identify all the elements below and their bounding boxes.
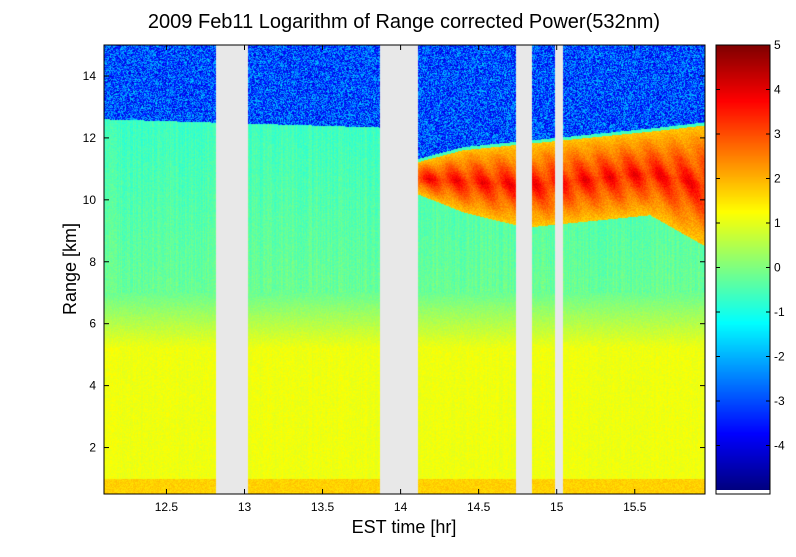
x-tick-label: 13 (238, 500, 252, 514)
colorbar-tick-label: -3 (774, 394, 785, 408)
colorbar-frame (715, 44, 771, 495)
colorbar-tick-label: 0 (774, 261, 781, 275)
colorbar-tick-label: -1 (774, 305, 785, 319)
y-tick-label: 6 (89, 317, 96, 331)
colorbar-tick-label: 2 (774, 172, 781, 186)
y-axis: 2 4 6 8 10 12 14 (83, 69, 705, 455)
x-tick-label: 15 (550, 500, 564, 514)
x-tick-label: 15.5 (623, 500, 647, 514)
x-tick-label: 14 (394, 500, 408, 514)
y-tick-label: 4 (89, 379, 96, 393)
x-axis: 12.5 13 13.5 14 14.5 15 15.5 (155, 45, 647, 514)
colorbar-tick-label: 4 (774, 83, 781, 97)
y-tick-label: 14 (83, 69, 97, 83)
plot-frame (103, 44, 706, 495)
colorbar-tick-label: -4 (774, 439, 785, 453)
y-axis-label: Range [km] (60, 223, 80, 315)
colorbar-gradient (716, 45, 770, 490)
heatmap-field (104, 45, 705, 494)
colorbar-tick-label: 1 (774, 216, 781, 230)
x-axis-label: EST time [hr] (352, 517, 457, 537)
x-tick-label: 13.5 (311, 500, 335, 514)
y-tick-label: 2 (89, 441, 96, 455)
heatmap-canvas-wrapper (104, 45, 705, 494)
colorbar-wrapper (716, 45, 770, 490)
y-tick-label: 12 (83, 131, 97, 145)
colorbar-tick-label: 5 (774, 38, 781, 52)
colorbar-tick-label: 3 (774, 127, 781, 141)
colorbar-axis: 5 4 3 2 1 0 -1 -2 -3 -4 (716, 38, 785, 453)
x-tick-label: 14.5 (467, 500, 491, 514)
y-tick-label: 8 (89, 255, 96, 269)
chart-title: 2009 Feb11 Logarithm of Range corrected … (148, 11, 660, 33)
x-tick-label: 12.5 (155, 500, 179, 514)
colorbar-tick-label: -2 (774, 350, 785, 364)
y-tick-label: 10 (83, 193, 97, 207)
